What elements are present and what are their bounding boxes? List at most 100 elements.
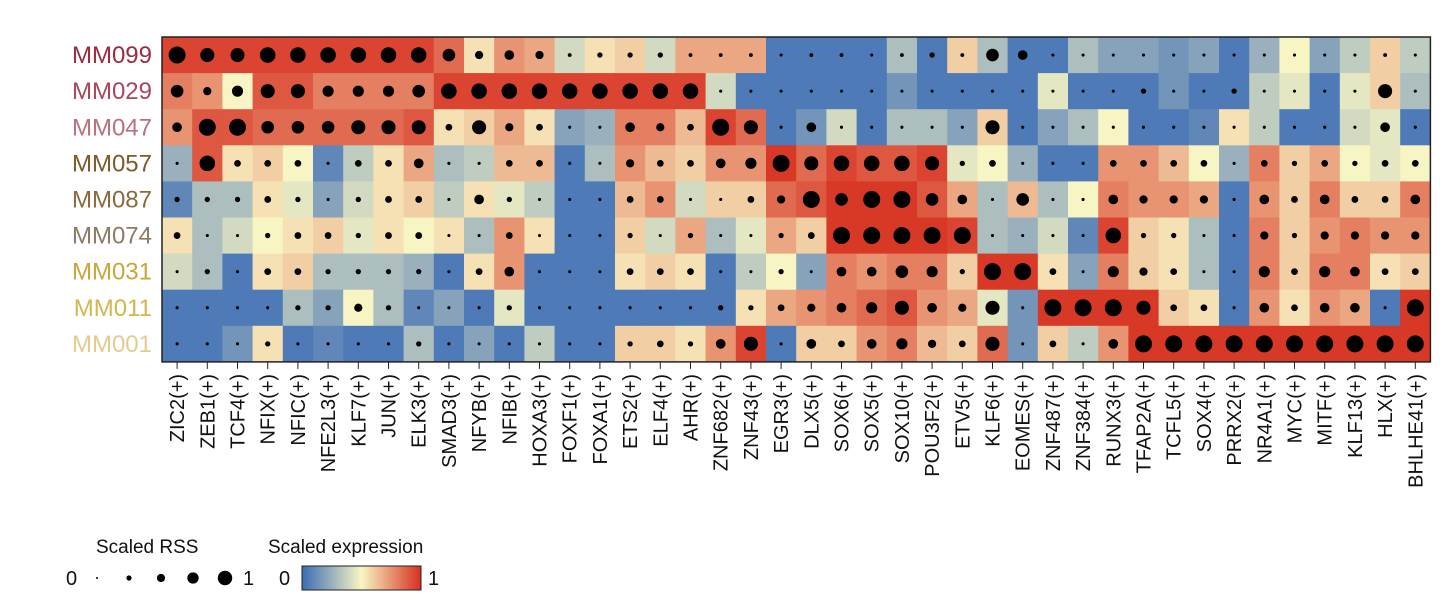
rss-dot — [568, 197, 572, 202]
column-label: TCF4(+) — [228, 374, 250, 449]
rss-dot — [1413, 53, 1417, 57]
rss-dot — [1021, 306, 1025, 310]
rss-dot — [656, 159, 664, 167]
rss-dot — [447, 161, 451, 165]
rss-dot — [568, 161, 572, 165]
rss-dot — [230, 48, 245, 63]
column-label: PRRX2(+) — [1224, 374, 1246, 466]
rss-dot — [568, 125, 572, 129]
rss-dot — [1021, 161, 1025, 165]
row-labels: MM099 MM029 MM047 MM057 MM087 MM074 MM031 MM011… — [72, 42, 152, 358]
rss-dot — [264, 196, 272, 203]
column-label: SOX10(+) — [892, 374, 914, 463]
rss-dot — [656, 340, 664, 348]
rss-dot — [715, 339, 726, 349]
rss-dot — [265, 232, 271, 239]
rss-dot — [839, 89, 844, 93]
column-label: JUN(+) — [379, 374, 401, 438]
rss-dot — [174, 196, 180, 203]
column-label: DLX5(+) — [801, 374, 823, 449]
rss-dot — [173, 232, 181, 239]
rss-dot — [809, 53, 814, 57]
rss-dot — [1104, 299, 1122, 317]
rss-dot — [806, 339, 817, 349]
rss-dot — [537, 233, 542, 238]
rss-dot — [896, 338, 908, 350]
rss-dot — [836, 266, 847, 277]
column-label: BHLHE41(+) — [1405, 374, 1427, 488]
rss-dot — [1109, 159, 1117, 167]
column-label: KLF6(+) — [983, 374, 1005, 447]
rss-dot — [687, 268, 694, 276]
rss-dot — [658, 233, 662, 238]
rss-dot — [1353, 53, 1357, 57]
rss-dot — [958, 303, 967, 312]
rss-dot — [779, 125, 783, 129]
rss-dot — [777, 304, 785, 312]
rss-dot — [290, 47, 306, 63]
rss-dot — [416, 268, 422, 275]
rss-dot — [1350, 266, 1360, 277]
rss-dot — [719, 197, 723, 202]
rss-dot — [745, 157, 757, 169]
rss-dot — [385, 305, 392, 311]
rss-dot — [687, 123, 694, 131]
rss-dot — [625, 122, 635, 133]
rss-dot — [259, 47, 276, 63]
rss-dot — [688, 53, 693, 57]
column-label: AHR(+) — [681, 374, 703, 441]
rss-dot — [1323, 125, 1327, 129]
rss-dot — [442, 48, 456, 62]
rss-dot — [1202, 89, 1206, 93]
rss-dot — [1353, 89, 1357, 93]
rss-dot — [930, 125, 934, 129]
rss-dot — [447, 306, 451, 310]
expression-legend-max-label: 1 — [428, 568, 439, 590]
rss-dot — [985, 300, 1000, 315]
rss-legend-title: Scaled RSS — [96, 537, 198, 558]
rss-dot — [622, 83, 638, 99]
column-label: SOX4(+) — [1194, 374, 1216, 452]
rss-dot — [1351, 196, 1359, 203]
rss-dot — [838, 340, 845, 348]
rss-dot — [1232, 306, 1236, 310]
rss-dot — [958, 340, 966, 348]
rss-dot — [598, 197, 602, 202]
rss-dot — [1051, 197, 1055, 202]
rss-dot — [657, 52, 663, 58]
rss-dot — [447, 342, 451, 346]
rss-dot — [1202, 125, 1206, 129]
rss-dot — [536, 159, 543, 167]
rss-dot — [1232, 233, 1236, 238]
row-label: MM031 — [72, 259, 152, 286]
column-label: ZIC2(+) — [167, 374, 189, 442]
rss-dot — [893, 227, 911, 245]
column-label: MYC(+) — [1285, 374, 1307, 443]
rss-dot — [1049, 340, 1057, 348]
rss-dot — [1141, 125, 1146, 129]
rss-dot — [175, 270, 179, 274]
rss-dot — [203, 87, 212, 96]
rss-dot — [1170, 159, 1178, 167]
rss-dot — [866, 302, 878, 314]
column-label: NFIB(+) — [499, 374, 521, 445]
rss-dot — [1051, 89, 1055, 93]
rss-dot — [535, 50, 544, 60]
rss-dot — [779, 89, 783, 93]
rss-dot — [749, 270, 753, 274]
rss-dot — [687, 341, 694, 347]
rss-dot — [1105, 227, 1122, 244]
column-label: ZEB1(+) — [197, 374, 219, 449]
rss-dot — [326, 197, 330, 202]
column-label: ZNF487(+) — [1043, 374, 1065, 471]
rss-dot — [447, 270, 451, 274]
rss-dot — [1406, 335, 1424, 353]
rss-dot — [205, 306, 209, 310]
rss-dot — [1231, 88, 1237, 94]
column-label: TFAP2A(+) — [1134, 374, 1156, 473]
column-label: SOX6(+) — [832, 374, 854, 452]
rss-dot — [807, 303, 816, 312]
rss-dot — [200, 48, 215, 63]
rss-dot — [900, 125, 904, 129]
